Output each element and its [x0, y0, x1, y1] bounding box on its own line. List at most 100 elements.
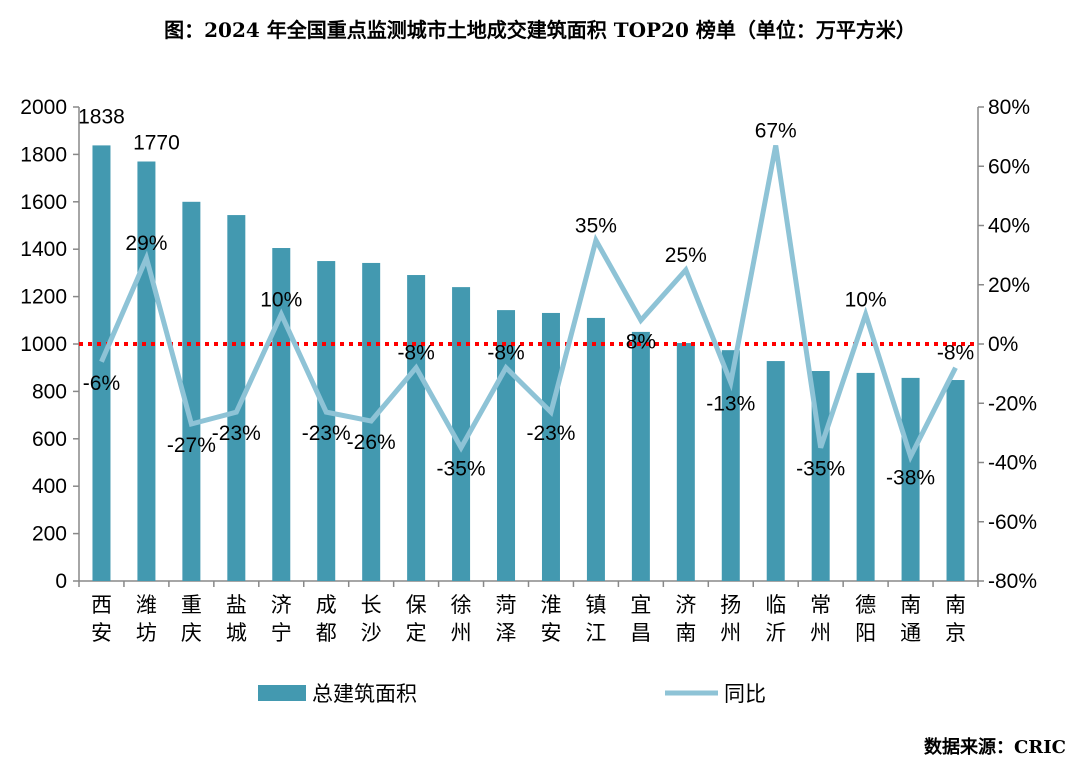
bar-济宁 [272, 248, 291, 581]
category-label: 南 [945, 593, 966, 617]
category-label: 济 [271, 593, 292, 617]
yoy-value-label: -27% [167, 434, 216, 457]
category-label: 泽 [496, 621, 517, 645]
yoy-value-label: -35% [437, 458, 486, 481]
bar-徐州 [452, 287, 471, 581]
yoy-value-label: 25% [665, 244, 707, 267]
category-label: 沙 [361, 621, 382, 645]
yoy-value-label: 67% [755, 120, 797, 143]
bar-临沂 [766, 361, 785, 581]
category-label: 南 [900, 593, 921, 617]
left-tick-label: 800 [32, 380, 67, 403]
category-label: 州 [720, 621, 741, 645]
category-label: 城 [226, 621, 247, 645]
category-label: 州 [810, 621, 831, 645]
category-label: 德 [855, 593, 876, 617]
category-label: 徐 [451, 593, 472, 617]
category-label: 济 [675, 593, 696, 617]
bar-保定 [407, 275, 426, 581]
category-label: 京 [945, 621, 966, 645]
bar-潍坊 [137, 161, 156, 581]
left-tick-label: 1800 [20, 143, 67, 166]
category-label: 江 [585, 621, 606, 645]
left-tick-label: 0 [55, 570, 67, 593]
category-label: 南 [675, 621, 696, 645]
yoy-value-label: -23% [526, 422, 575, 445]
category-label: 淮 [540, 593, 561, 617]
left-tick-label: 2000 [20, 96, 67, 119]
yoy-value-label: 10% [845, 288, 887, 311]
category-label: 西 [91, 593, 112, 617]
right-tick-label: 60% [988, 155, 1030, 178]
yoy-value-label: -13% [706, 393, 755, 416]
right-tick-label: 80% [988, 96, 1030, 119]
left-tick-label: 200 [32, 523, 67, 546]
yoy-value-label: -8% [397, 342, 434, 365]
category-label: 常 [810, 593, 831, 617]
yoy-value-label: 29% [125, 232, 167, 255]
right-tick-label: 0% [988, 333, 1018, 356]
category-label: 宜 [630, 593, 651, 617]
category-label: 保 [406, 593, 427, 617]
category-label: 阳 [855, 621, 876, 645]
category-label: 都 [316, 621, 337, 645]
category-label: 州 [451, 621, 472, 645]
bar-西安 [92, 145, 111, 582]
legend-bar-label: 总建筑面积 [312, 682, 417, 706]
category-label: 庆 [181, 621, 202, 645]
category-label: 成 [316, 593, 337, 617]
bar-镇江 [586, 317, 605, 581]
right-tick-label: -60% [988, 511, 1037, 534]
category-label: 坊 [136, 621, 157, 645]
chart-title: 图：2024 年全国重点监测城市土地成交建筑面积 TOP20 榜单（单位：万平方… [164, 18, 916, 42]
category-label: 扬 [720, 593, 741, 617]
category-label: 通 [900, 621, 921, 645]
left-tick-label: 1200 [20, 286, 67, 309]
left-tick-label: 1600 [20, 191, 67, 214]
yoy-value-label: 8% [626, 330, 656, 353]
legend-bar-swatch [258, 685, 306, 701]
yoy-value-label: -23% [212, 422, 261, 445]
left-tick-label: 1400 [20, 238, 67, 261]
bar-淮安 [541, 312, 560, 581]
right-tick-label: -20% [988, 392, 1037, 415]
legend-line-label: 同比 [724, 682, 766, 706]
yoy-value-label: -8% [487, 342, 524, 365]
category-label: 昌 [630, 621, 651, 645]
yoy-value-label: -35% [796, 458, 845, 481]
bar-宜昌 [631, 331, 650, 581]
bar-value-label: 1770 [133, 132, 180, 155]
yoy-value-label: -38% [886, 467, 935, 490]
category-label: 定 [406, 621, 427, 645]
left-tick-label: 400 [32, 475, 67, 498]
right-tick-label: 40% [988, 215, 1030, 238]
right-tick-label: -40% [988, 452, 1037, 475]
yoy-line [99, 145, 958, 464]
bar-德阳 [856, 372, 875, 581]
yoy-value-label: 35% [575, 214, 617, 237]
right-tick-label: 20% [988, 274, 1030, 297]
left-tick-label: 1000 [20, 333, 67, 356]
yoy-value-label: -8% [937, 342, 974, 365]
bar-成都 [317, 261, 336, 581]
category-label: 安 [540, 621, 561, 645]
category-label: 重 [181, 593, 202, 617]
yoy-value-label: 10% [260, 288, 302, 311]
yoy-value-label: -26% [347, 431, 396, 454]
bar-扬州 [721, 350, 740, 581]
category-label: 菏 [496, 593, 517, 617]
category-label: 潍 [136, 593, 157, 617]
left-tick-label: 600 [32, 428, 67, 451]
category-label: 盐 [226, 593, 247, 617]
right-tick-label: -80% [988, 570, 1037, 593]
category-label: 宁 [271, 621, 292, 645]
yoy-value-label: -23% [302, 422, 351, 445]
category-label: 临 [765, 593, 786, 617]
bar-重庆 [182, 201, 201, 582]
category-label: 安 [91, 621, 112, 645]
category-label: 沂 [765, 621, 786, 645]
bar-南通 [901, 377, 920, 581]
category-label: 镇 [585, 593, 606, 617]
category-label: 长 [361, 593, 382, 617]
